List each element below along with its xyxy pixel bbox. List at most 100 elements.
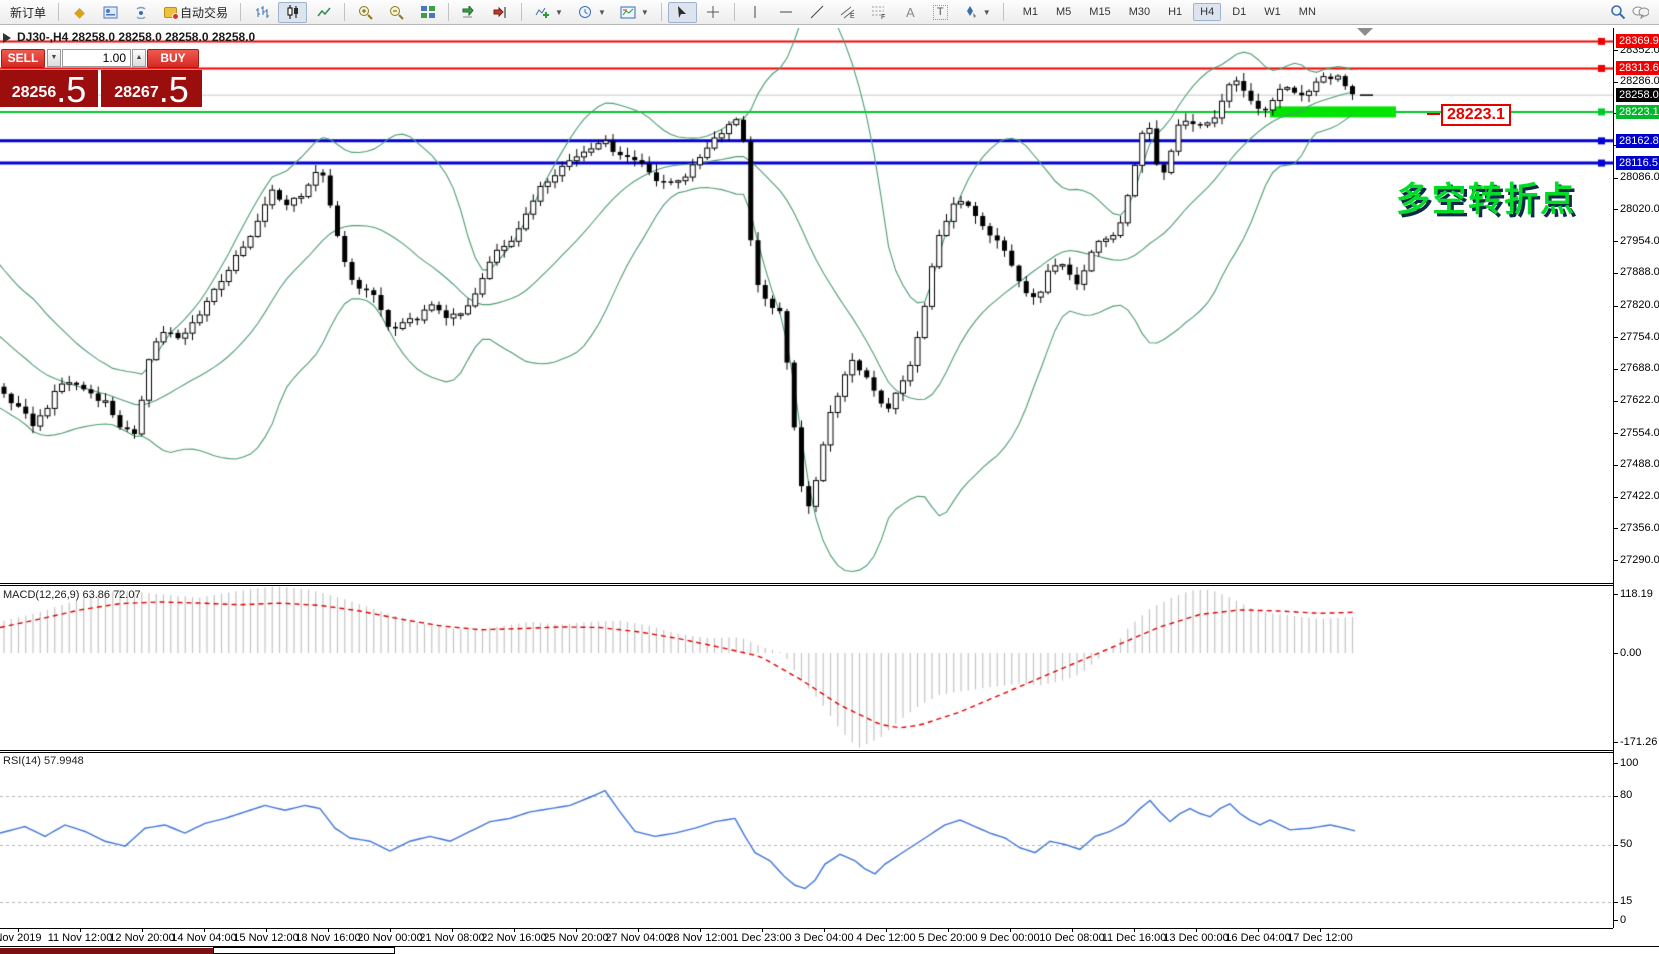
trendline-button[interactable] (803, 2, 832, 23)
channel-button[interactable]: E (834, 2, 863, 23)
timeframe-button-d1[interactable]: D1 (1232, 6, 1247, 18)
sell-price-tile[interactable]: 28256 .5 (0, 70, 98, 108)
time-label: 1 Dec 23:00 (732, 932, 792, 944)
autotrading-button[interactable]: 自动交易 (158, 2, 234, 23)
chart-title: DJ30-,H4 28258.0 28258.0 28258.0 28258.0 (17, 30, 256, 44)
zoom-out-button[interactable] (382, 2, 411, 23)
time-tick (948, 928, 949, 932)
templates-button[interactable]: ▼ (614, 2, 655, 23)
bar-chart-button[interactable] (247, 2, 276, 23)
chart-annotation-text[interactable]: 多空转折点 (1396, 181, 1576, 219)
time-tick (886, 928, 887, 932)
time-tick (142, 928, 143, 932)
tile-windows-button[interactable] (413, 2, 442, 23)
signals-button[interactable] (127, 2, 156, 23)
price-tick-label: 28086.0 (1620, 171, 1659, 184)
main-chart-canvas[interactable] (0, 28, 1613, 583)
toolbar-separator (733, 3, 735, 21)
timeframe-button-m15[interactable]: M15 (1089, 6, 1111, 18)
zoom-out-icon (388, 4, 405, 21)
rsi-tick-label: 0 (1620, 913, 1627, 926)
arrows-button[interactable]: ▼ (956, 2, 997, 23)
time-tick (514, 928, 515, 932)
text-icon: A (905, 4, 915, 20)
zoom-in-icon (357, 4, 374, 21)
panel-separator[interactable] (0, 750, 1613, 753)
rsi-tick (1613, 795, 1618, 797)
chat-icon[interactable] (1632, 4, 1649, 21)
sell-button[interactable]: SELL (1, 49, 45, 68)
text-label-button[interactable]: T (927, 2, 954, 23)
vertical-line-button[interactable] (741, 2, 770, 23)
price-tick (1613, 145, 1618, 147)
time-label: 14 Nov 04:00 (171, 932, 237, 944)
timeframe-button-m30[interactable]: M30 (1128, 6, 1151, 18)
price-badge: 28258.0 (1616, 88, 1659, 103)
text-button[interactable]: A (896, 2, 925, 23)
timeframe-button-h4[interactable]: H4 (1193, 3, 1222, 21)
timeframe-button-h1[interactable]: H1 (1168, 6, 1183, 18)
timeframe-button-w1[interactable]: W1 (1264, 6, 1281, 18)
chart-shift-marker-icon[interactable] (1357, 28, 1373, 36)
market-watch-button[interactable]: ◆ (65, 2, 94, 23)
time-label: 21 Nov 08:00 (419, 932, 485, 944)
auto-scroll-button[interactable] (455, 2, 484, 23)
buy-button[interactable]: BUY (147, 49, 199, 68)
time-tick (638, 928, 639, 932)
bottom-strip-tab[interactable] (0, 948, 213, 954)
rsi-value: 57.9948 (43, 755, 84, 767)
timeframe-button-m1[interactable]: M1 (1022, 6, 1038, 18)
autotrading-icon (164, 6, 180, 20)
timeframe-button-m5[interactable]: M5 (1056, 6, 1072, 18)
volume-input[interactable] (62, 49, 131, 67)
zoom-in-button[interactable] (351, 2, 380, 23)
fibonacci-button[interactable]: F (865, 2, 894, 23)
one-click-collapse-icon[interactable] (3, 33, 11, 43)
price-tick (1613, 464, 1618, 466)
price-tick-label: 27488.0 (1620, 458, 1659, 471)
search-icon[interactable] (1609, 4, 1626, 21)
buy-price-tile[interactable]: 28267 .5 (101, 69, 202, 110)
autotrading-label: 自动交易 (180, 5, 229, 20)
candlestick-chart-button[interactable] (278, 1, 308, 23)
time-tick (452, 928, 453, 932)
data-window-button[interactable] (96, 2, 125, 23)
toolbar-separator (58, 3, 60, 21)
chart-shift-button[interactable] (486, 2, 515, 23)
rsi-panel-canvas[interactable] (0, 753, 1613, 928)
toolbar-separator (448, 3, 450, 21)
volume-increase-button[interactable]: ▲ (132, 49, 146, 67)
new-order-button[interactable]: 新订单 (4, 2, 52, 23)
price-tick (1613, 305, 1618, 307)
time-label: Nov 2019 (0, 932, 42, 944)
time-label: 9 Dec 00:00 (980, 932, 1040, 944)
price-tick-label: 27422.0 (1620, 490, 1659, 503)
indicators-button[interactable]: ▼ (528, 2, 569, 23)
volume-decrease-button[interactable]: ▼ (47, 49, 61, 67)
price-callout-label[interactable]: 28223.1 (1441, 104, 1511, 126)
time-tick (824, 928, 825, 932)
line-chart-button[interactable] (309, 2, 338, 23)
time-label: 5 Dec 20:00 (918, 932, 978, 944)
cursor-button[interactable] (667, 1, 697, 23)
rsi-tick (1613, 920, 1618, 921)
crosshair-button[interactable] (699, 2, 728, 23)
price-tick-label: 27290.0 (1620, 553, 1659, 566)
horizontal-line-button[interactable] (772, 2, 801, 23)
time-label: 20 Nov 00:00 (357, 932, 423, 944)
timeframe-button-mn[interactable]: MN (1298, 6, 1316, 18)
buy-price-big-digit: .5 (158, 69, 189, 110)
price-tick-label: 27356.0 (1620, 521, 1659, 534)
macd-name: MACD(12,26,9) (3, 589, 80, 601)
time-tick (204, 928, 205, 932)
market-watch-icon: ◆ (74, 3, 85, 20)
periods-button[interactable]: ▼ (571, 2, 612, 23)
price-tick (1613, 50, 1618, 51)
macd-values: 63.86 72.07 (82, 589, 141, 601)
arrows-icon (962, 4, 979, 21)
price-tick (1613, 400, 1618, 402)
panel-separator[interactable] (0, 583, 1613, 586)
macd-panel-canvas[interactable] (0, 586, 1613, 750)
price-axis-line (1613, 28, 1614, 928)
price-tick (1613, 241, 1618, 243)
